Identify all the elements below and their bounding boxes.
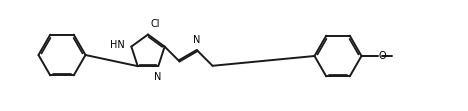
Text: N: N	[154, 72, 161, 82]
Text: Cl: Cl	[150, 19, 160, 29]
Text: N: N	[193, 35, 200, 45]
Text: HN: HN	[110, 40, 124, 50]
Text: O: O	[378, 51, 386, 61]
